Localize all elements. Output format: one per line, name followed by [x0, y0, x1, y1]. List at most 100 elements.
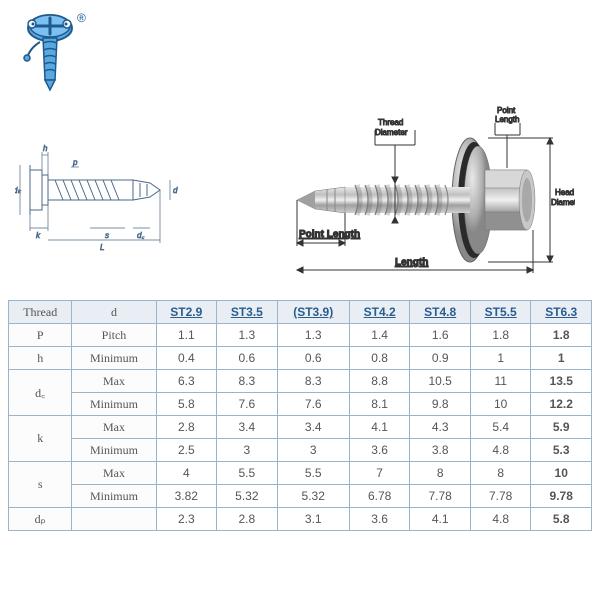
registered-mark: ® — [77, 11, 86, 25]
svg-text:s: s — [105, 231, 109, 240]
table-row: Minimum5.87.67.68.19.81012.2 — [9, 393, 592, 416]
svg-text:k: k — [36, 231, 41, 240]
col-st35: ST3.5 — [217, 301, 278, 324]
cell: 6.3 — [156, 370, 217, 393]
row-label: Minimum — [72, 393, 156, 416]
cell: 1.4 — [349, 324, 410, 347]
cell: 1.8 — [470, 324, 531, 347]
cell: 3 — [277, 439, 349, 462]
row-label: Max — [72, 462, 156, 485]
row-label: Minimum — [72, 347, 156, 370]
cell: 1 — [531, 347, 592, 370]
technical-drawing: h p d dₖ k L s d꜀ — [15, 125, 215, 265]
row-label: Minimum — [72, 485, 156, 508]
cell: 1 — [470, 347, 531, 370]
cell: 0.6 — [277, 347, 349, 370]
cell: 8.3 — [277, 370, 349, 393]
cell: 0.4 — [156, 347, 217, 370]
cell: 3.8 — [410, 439, 471, 462]
row-label: Minimum — [72, 439, 156, 462]
table-header-row: Thread d ST2.9 ST3.5 (ST3.9) ST4.2 ST4.8… — [9, 301, 592, 324]
cell: 1.3 — [277, 324, 349, 347]
cell: 9.8 — [410, 393, 471, 416]
row-symbol: s — [9, 462, 72, 508]
row-symbol: h — [9, 347, 72, 370]
row-symbol: dₚ — [9, 508, 72, 531]
svg-text:dₖ: dₖ — [15, 186, 21, 195]
screw-rendering: Thread Diameter Point Length Head Diamet… — [275, 95, 575, 285]
cell: 5.32 — [217, 485, 278, 508]
row-symbol: P — [9, 324, 72, 347]
label-thread-diameter: Thread — [378, 118, 403, 127]
row-label: Pitch — [72, 324, 156, 347]
cell: 8.8 — [349, 370, 410, 393]
cell: 1.1 — [156, 324, 217, 347]
cell: 3.6 — [349, 439, 410, 462]
cell: 5.9 — [531, 416, 592, 439]
cell: 8.3 — [217, 370, 278, 393]
table-row: sMax45.55.578810 — [9, 462, 592, 485]
cell: 4.8 — [470, 508, 531, 531]
cell: 1.8 — [531, 324, 592, 347]
cell: 4.3 — [410, 416, 471, 439]
cell: 5.5 — [217, 462, 278, 485]
cell: 12.2 — [531, 393, 592, 416]
cell: 0.9 — [410, 347, 471, 370]
cell: 5.4 — [470, 416, 531, 439]
cell: 6.78 — [349, 485, 410, 508]
cell: 8 — [410, 462, 471, 485]
col-d-label: d — [72, 301, 156, 324]
cell: 7.6 — [217, 393, 278, 416]
row-label: Max — [72, 370, 156, 393]
cell: 4.8 — [470, 439, 531, 462]
svg-text:Diameter: Diameter — [375, 128, 408, 137]
cell: 1.3 — [217, 324, 278, 347]
cell: 9.78 — [531, 485, 592, 508]
cell: 5.8 — [156, 393, 217, 416]
cell: 5.5 — [277, 462, 349, 485]
cell: 7 — [349, 462, 410, 485]
cell: 5.32 — [277, 485, 349, 508]
svg-text:Length: Length — [495, 115, 519, 124]
cell: 3 — [217, 439, 278, 462]
cell: 2.8 — [217, 508, 278, 531]
svg-text:d: d — [173, 186, 178, 195]
table-row: d꜀Max6.38.38.38.810.51113.5 — [9, 370, 592, 393]
row-label: Max — [72, 416, 156, 439]
cell: 7.78 — [410, 485, 471, 508]
cell: 10.5 — [410, 370, 471, 393]
cell: 3.1 — [277, 508, 349, 531]
label-head-diameter: Head — [555, 188, 574, 197]
table-row: dₚ2.32.83.13.64.14.85.8 — [9, 508, 592, 531]
row-label — [72, 508, 156, 531]
spec-table: Thread d ST2.9 ST3.5 (ST3.9) ST4.2 ST4.8… — [8, 300, 592, 531]
table-row: Minimum2.5333.63.84.85.3 — [9, 439, 592, 462]
cell: 7.78 — [470, 485, 531, 508]
cell: 3.82 — [156, 485, 217, 508]
table-row: kMax2.83.43.44.14.35.45.9 — [9, 416, 592, 439]
svg-text:p: p — [72, 158, 78, 167]
row-symbol: k — [9, 416, 72, 462]
cell: 2.3 — [156, 508, 217, 531]
cell: 0.8 — [349, 347, 410, 370]
label-point-length-top: Point — [497, 106, 516, 115]
col-thread-label: Thread — [9, 301, 72, 324]
cell: 2.5 — [156, 439, 217, 462]
table-row: PPitch1.11.31.31.41.61.81.8 — [9, 324, 592, 347]
cell: 4 — [156, 462, 217, 485]
col-st39: (ST3.9) — [277, 301, 349, 324]
cell: 8.1 — [349, 393, 410, 416]
logo: ® — [15, 10, 95, 95]
cell: 4.1 — [349, 416, 410, 439]
label-length: Length — [395, 257, 428, 268]
col-st55: ST5.5 — [470, 301, 531, 324]
label-point-length: Point Length — [299, 229, 360, 240]
cell: 1.6 — [410, 324, 471, 347]
cell: 3.4 — [217, 416, 278, 439]
col-st48: ST4.8 — [410, 301, 471, 324]
col-st29: ST2.9 — [156, 301, 217, 324]
cell: 11 — [470, 370, 531, 393]
cell: 8 — [470, 462, 531, 485]
cell: 13.5 — [531, 370, 592, 393]
row-symbol: d꜀ — [9, 370, 72, 416]
